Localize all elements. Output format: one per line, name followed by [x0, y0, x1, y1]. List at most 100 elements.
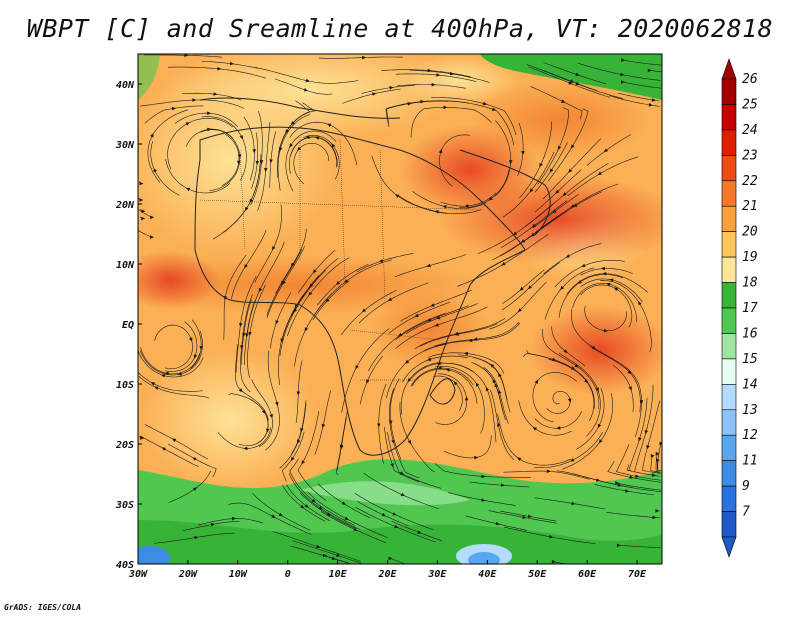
lon-label: 20E: [377, 569, 397, 580]
streamline: [168, 470, 212, 503]
streamline-arrow: [584, 379, 589, 384]
streamline: [292, 540, 361, 564]
streamline-arrow: [573, 203, 578, 207]
streamline-arrow: [417, 530, 422, 534]
streamline-arrow: [264, 167, 268, 173]
streamline-arrow: [600, 266, 605, 271]
streamline-arrow: [395, 194, 400, 198]
streamline: [165, 158, 231, 194]
colorbar-swatch: [721, 180, 737, 207]
streamline-arrow: [527, 514, 533, 518]
streamline-arrow: [570, 366, 576, 370]
streamline: [544, 267, 595, 320]
streamline-arrow: [199, 346, 203, 351]
streamline: [494, 120, 511, 197]
streamline-arrow: [388, 420, 393, 425]
streamline: [440, 192, 497, 207]
streamline: [320, 511, 386, 543]
streamline-arrow: [139, 181, 144, 186]
lon-label: 10E: [329, 569, 348, 580]
streamline: [246, 241, 285, 336]
colorbar-label: 23: [742, 148, 758, 163]
streamline: [431, 97, 517, 136]
streamline: [469, 481, 530, 488]
colorbar-label: 18: [742, 276, 758, 291]
streamline-arrow: [595, 387, 599, 392]
streamline: [139, 435, 199, 467]
streamline: [138, 230, 152, 238]
streamline-arrow: [475, 382, 480, 387]
streamline: [580, 268, 633, 276]
streamline: [363, 472, 440, 510]
streamline: [198, 518, 264, 526]
colorbar-swatch: [721, 104, 737, 131]
streamline-arrow: [372, 92, 377, 96]
streamline-arrow: [291, 262, 295, 267]
lat-label: EQ: [122, 320, 134, 331]
streamline: [336, 417, 347, 471]
streamline-arrow: [258, 287, 263, 293]
streamline-arrow: [468, 338, 473, 343]
streamline-arrow: [414, 313, 419, 317]
colorbar-label: 14: [742, 377, 758, 392]
streamline: [290, 545, 349, 564]
streamline-arrow: [400, 492, 406, 497]
streamline-arrow: [245, 333, 249, 338]
streamline: [622, 59, 662, 66]
grads-credit: GrADS: IGES/COLA: [4, 603, 82, 612]
streamline-arrow: [495, 521, 500, 526]
streamline-arrow: [575, 81, 580, 86]
streamline-arrow: [272, 246, 276, 251]
streamline: [223, 254, 247, 340]
streamline: [397, 84, 466, 89]
lon-label: 40E: [478, 569, 497, 580]
streamline-arrow: [153, 168, 157, 173]
streamline: [138, 372, 203, 392]
streamline-arrow: [527, 285, 532, 290]
streamline-arrow: [331, 556, 337, 560]
streamline: [534, 432, 603, 468]
streamline-arrow: [481, 474, 486, 479]
streamline-arrow: [570, 458, 575, 462]
streamline: [580, 284, 633, 328]
streamline-arrow: [598, 439, 603, 444]
streamline-arrow: [304, 327, 309, 332]
streamline-arrow: [271, 514, 276, 518]
streamline: [275, 228, 307, 294]
streamline: [576, 388, 605, 450]
streamline-arrow: [635, 474, 640, 478]
lat-label: 10S: [116, 380, 134, 391]
streamline-arrow: [171, 106, 177, 111]
lat-label: 40S: [116, 560, 134, 571]
streamline: [532, 194, 579, 229]
streamline: [570, 308, 630, 371]
streamline-arrow: [646, 445, 650, 450]
streamline-arrow: [454, 332, 459, 336]
streamline-arrow: [563, 349, 568, 354]
streamline-arrow: [625, 489, 630, 493]
streamline: [526, 64, 624, 99]
streamline-arrow: [620, 72, 625, 76]
streamline: [395, 73, 477, 82]
streamline-arrow: [615, 481, 620, 485]
streamline: [492, 216, 558, 261]
streamline-arrow: [644, 430, 649, 435]
streamline: [269, 292, 292, 349]
streamline: [558, 274, 623, 318]
streamline-arrow: [616, 543, 621, 548]
streamline-arrow: [430, 303, 435, 307]
streamline-arrow: [534, 379, 539, 384]
streamline: [144, 424, 209, 460]
streamline-arrow: [481, 498, 486, 502]
streamline: [606, 512, 661, 519]
colorbar-swatch: [721, 231, 737, 258]
streamline-arrow: [650, 454, 655, 458]
streamline-arrow: [568, 168, 573, 173]
lon-label: 20W: [178, 569, 198, 580]
streamline-arrow: [161, 374, 166, 378]
streamline-arrow: [463, 351, 469, 356]
colorbar-swatch: [721, 307, 737, 334]
streamline-arrow: [426, 357, 432, 361]
streamline: [384, 426, 420, 483]
streamline-arrow: [388, 556, 393, 561]
